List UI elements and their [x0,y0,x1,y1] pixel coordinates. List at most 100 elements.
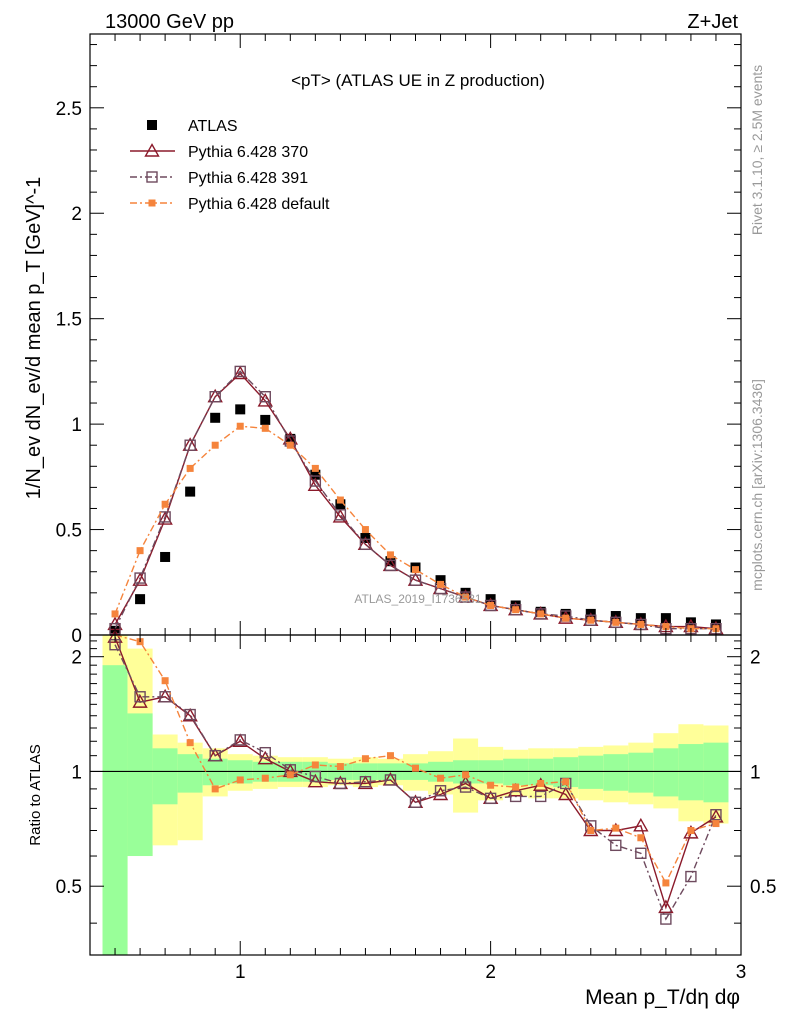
legend-marker [146,171,158,183]
ratio-data-point [534,790,547,803]
ratio-data-point [182,707,198,722]
x-tick-label: 3 [736,962,747,983]
main-data-point [587,616,595,624]
main-plot-layer [107,365,724,636]
main-data-point [386,551,394,559]
main-data-point [159,511,171,523]
main-data-point [235,404,246,415]
rivet-label: Rivet 3.1.10, ≥ 2.5M events [749,65,765,235]
ratio-data-point [509,790,522,803]
ratio-band-green [653,748,679,797]
main-data-point [385,556,396,567]
ratio-data-point [587,827,595,835]
main-data-point [336,496,344,504]
ratio-data-point [434,785,447,797]
ratio-y-axis-label: Ratio to ATLAS [27,744,44,845]
ratio-data-point [159,691,171,703]
main-data-point [111,610,119,618]
main-data-point [132,572,148,586]
main-data-point [384,559,397,572]
main-data-point [512,606,520,614]
legend-label: ATLAS [188,118,238,135]
ratio-y-tick-label-right: 2 [750,648,761,669]
ratio-data-point [712,820,720,828]
ratio-series-1 [109,639,722,925]
legend-entry-3: Pythia 6.428 default [130,196,330,213]
ratio-data-point [462,771,470,779]
ratio-data-point [134,691,146,703]
ratio-data-point [211,785,219,793]
main-data-point [412,566,419,574]
main-data-point [259,391,271,403]
main-data-point [409,574,422,586]
legend-marker [148,199,156,207]
ratio-plot-layer [90,629,741,925]
main-data-point [184,439,196,451]
ratio-data-point [409,796,422,808]
x-tick-label: 1 [235,962,246,983]
legend-entry-2: Pythia 6.428 391 [130,170,308,187]
ratio-data-point [437,774,445,782]
main-data-point [135,594,146,605]
main-data-point [332,508,349,523]
x-axis-label: Mean p_T/dη dφ [585,986,740,1009]
main-data-point [309,475,322,487]
main-data-point [211,441,219,449]
main-data-point [460,587,471,598]
ratio-data-point [635,847,647,859]
ratio-data-point [386,752,394,760]
main-data-point [462,593,470,601]
axes-ticks: 1 2 3 0 0.5 1 1.5 2 2.5 0.5 0.5 1 1 2 2 [56,34,776,983]
ratio-data-point [234,734,246,746]
ratio-data-point [612,824,620,832]
ratio-band-green [678,744,704,801]
main-data-point [560,608,571,619]
ratio-data-point [311,761,319,769]
main-data-point [310,469,321,480]
main-series-line [114,372,717,630]
main-data-point [232,365,248,380]
main-data-point [311,464,319,472]
ratio-data-point [259,746,271,759]
main-data-point [359,538,372,551]
ratio-data-point [334,777,347,790]
ratio-series-2 [114,634,720,887]
ratio-data-point [459,781,472,793]
main-data-point [637,620,645,628]
ratio-data-point [658,899,674,914]
ratio-data-point [660,913,672,925]
main-data-point [257,393,273,407]
y-tick-label: 0 [71,626,82,647]
ratio-y-tick-label: 0.5 [56,877,82,898]
main-data-point [361,526,369,534]
main-data-point [534,608,547,620]
main-y-axis-label: 1/N_ev dN_ev/d mean p_T [GeV]^-1 [23,177,45,500]
ratio-data-point [209,749,221,762]
main-data-point [562,614,570,622]
ratio-data-point [336,763,344,771]
y-tick-label: 2 [71,204,82,225]
header-left: 13000 GeV pp [105,11,234,33]
main-data-point [286,441,294,449]
main-data-point [459,591,472,603]
legend-label: Pythia 6.428 391 [188,170,308,187]
main-data-point [136,547,144,555]
ratio-data-point [286,771,294,779]
ratio-data-point [232,733,248,747]
main-data-point [710,619,721,630]
main-data-point [160,551,171,562]
main-series-3 [111,422,720,633]
main-data-point [435,575,446,586]
main-data-point [210,412,221,423]
ratio-band-green [152,748,178,805]
main-data-point [612,618,620,626]
legend-entry-0: ATLAS [147,118,238,135]
ratio-band-green [127,713,153,857]
ratio-data-point [537,779,545,787]
main-data-point [209,391,221,403]
main-data-point [134,572,146,584]
main-data-point [585,614,597,626]
ratio-data-point [357,775,374,790]
y-tick-label: 1.5 [56,310,82,331]
